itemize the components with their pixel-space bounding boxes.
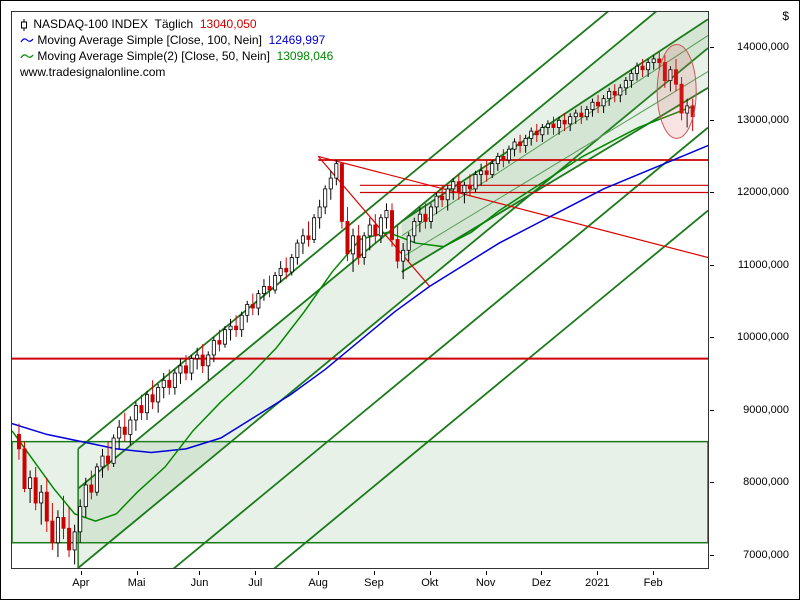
x-tick-label: Apr: [72, 577, 89, 589]
ma1-icon: [20, 36, 34, 44]
ma2-label: Moving Average Simple(2) [Close, 50, Nei…: [37, 49, 270, 63]
x-tick-label: Aug: [308, 577, 328, 589]
y-tick-label: 9000,000: [714, 404, 789, 416]
y-axis: $ 7000,000 8000,000 9000,000 10000,000 11000…: [714, 11, 789, 569]
ma1-value: 12469,997: [269, 33, 326, 47]
y-tick-label: 11000,000: [714, 259, 789, 271]
y-tick-label: 14000,000: [714, 41, 789, 53]
plot-area: NASDAQ-100 INDEX Täglich 13040,050 Movin…: [11, 11, 709, 569]
watermark-url: www.tradesignalonline.com: [20, 65, 165, 79]
x-tick-label: Mai: [128, 577, 146, 589]
x-tick-label: Nov: [476, 577, 496, 589]
x-tick-label: Sep: [364, 577, 384, 589]
title-name: NASDAQ-100 INDEX: [33, 17, 148, 31]
ma2-value: 13098,046: [277, 49, 334, 63]
chart-svg: [12, 12, 708, 568]
title-value: 13040,050: [200, 17, 257, 31]
y-tick-label: 12000,000: [714, 186, 789, 198]
x-tick-label: Jul: [248, 577, 262, 589]
ma1-label: Moving Average Simple [Close, 100, Nein]: [37, 33, 262, 47]
y-tick-label: 13000,000: [714, 114, 789, 126]
candle-icon: [20, 19, 28, 31]
x-tick-label: 2021: [585, 577, 609, 589]
y-tick-label: 7000,000: [714, 549, 789, 561]
x-tick-label: Dez: [532, 577, 552, 589]
y-tick-label: 8000,000: [714, 476, 789, 488]
y-axis-symbol: $: [782, 9, 789, 23]
title-freq: Täglich: [155, 17, 194, 31]
chart-header: NASDAQ-100 INDEX Täglich 13040,050 Movin…: [20, 16, 333, 80]
ma2-icon: [20, 52, 34, 60]
x-tick-label: Okt: [421, 577, 438, 589]
x-tick-label: Jun: [191, 577, 209, 589]
chart-container: NASDAQ-100 INDEX Täglich 13040,050 Movin…: [0, 0, 800, 600]
y-tick-label: 10000,000: [714, 331, 789, 343]
x-tick-label: Feb: [644, 577, 663, 589]
x-axis: Apr Mai Jun Jul Aug Sep Okt Nov Dez 2021 Feb: [11, 571, 709, 599]
